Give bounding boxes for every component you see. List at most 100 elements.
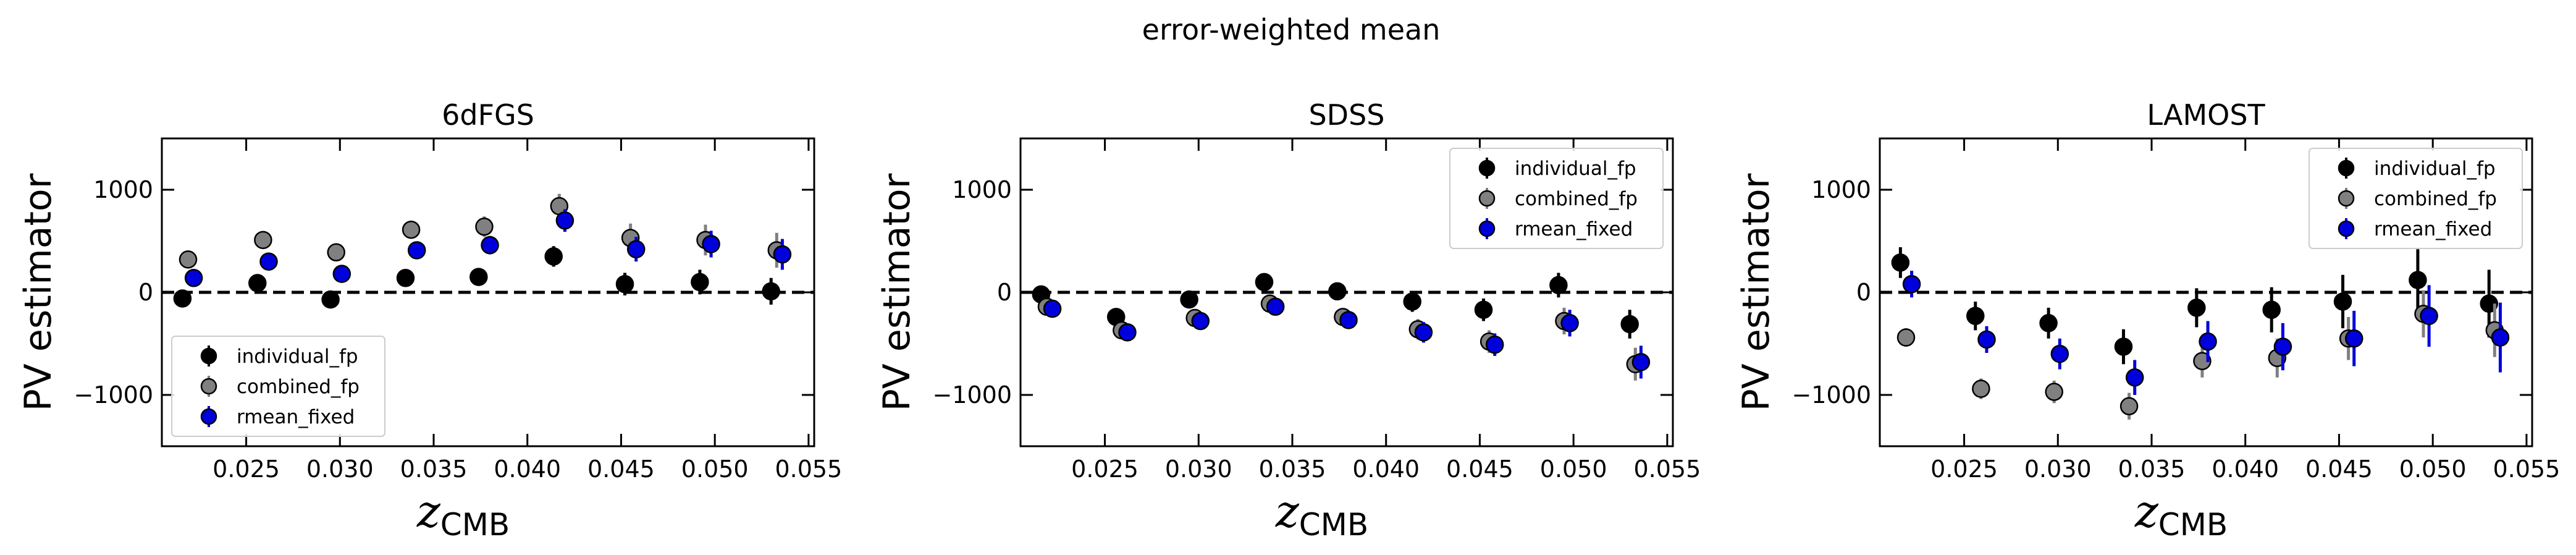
x-tick-label: 0.025: [213, 455, 280, 483]
data-point: [2114, 337, 2133, 356]
panel-sdss: SDSS 0.025 0.030 0.035 0.040 0.045 0.050 0.055 1…: [875, 98, 1701, 543]
series-individual_fp: [173, 246, 780, 309]
panel-title: LAMOST: [2147, 98, 2265, 132]
x-tick-label: 0.040: [2212, 455, 2279, 483]
data-point: [626, 240, 646, 259]
data-point: [254, 231, 272, 250]
legend-marker: [1478, 159, 1496, 177]
data-point: [762, 282, 780, 301]
x-tick-label: 0.035: [1259, 455, 1326, 483]
data-point: [1266, 297, 1285, 316]
data-point: [1560, 314, 1579, 333]
legend-marker: [200, 408, 217, 425]
data-point: [402, 220, 421, 239]
y-axis-label: PV estimator: [875, 173, 919, 411]
legend: individual_fp combined_fp rmean_fixed: [171, 336, 385, 437]
data-point: [327, 243, 345, 262]
x-tick-label: 0.045: [2305, 455, 2373, 483]
legend-label: rmean_fixed: [1515, 218, 1633, 240]
y-axis-label: PV estimator: [17, 173, 60, 411]
legend-marker: [2338, 159, 2355, 177]
data-point: [1620, 315, 1639, 334]
data-point: [2491, 328, 2510, 347]
x-tick-label: 0.030: [1165, 455, 1232, 483]
x-axis-label-z: z: [2134, 485, 2159, 537]
y-tick-label: −1000: [74, 381, 153, 409]
legend-label: individual_fp: [2374, 158, 2496, 180]
series-rmean_fixed: [1043, 297, 1651, 379]
data-point: [1549, 276, 1568, 295]
panel-lamost: LAMOST 0.025 0.030 0.035 0.040 0.045 0.050 0.05…: [1735, 98, 2560, 543]
y-tick-label: 0: [138, 279, 153, 306]
legend-marker: [200, 347, 217, 365]
x-axis-label-sub: CMB: [2158, 507, 2228, 543]
x-tick-label: 0.050: [2399, 455, 2467, 483]
data-point: [1414, 323, 1433, 342]
data-point: [702, 235, 720, 253]
x-tick-label: 0.045: [587, 455, 655, 483]
x-axis-label-sub: CMB: [1299, 507, 1368, 543]
panels: 6dFGS 0.025 0.030 0.035 0.040 0.045 0.050 0.055…: [17, 98, 2560, 543]
data-point: [2050, 344, 2069, 363]
y-tick-label: −1000: [932, 381, 1012, 409]
data-point: [2187, 299, 2206, 317]
legend-frame: [1449, 148, 1664, 249]
data-point: [1191, 311, 1210, 331]
legend-marker: [1478, 190, 1496, 207]
data-point: [1403, 292, 1421, 311]
legend: individual_fp combined_fp rmean_fixed: [1449, 148, 1664, 249]
legend-entry: individual_fp: [2338, 158, 2496, 180]
y-tick-label: −1000: [1791, 381, 1871, 409]
data-point: [1118, 323, 1137, 342]
data-point: [1328, 282, 1347, 301]
series-combined_fp: [179, 193, 786, 269]
data-point: [1043, 299, 1062, 318]
panel-6dfgs: 6dFGS 0.025 0.030 0.035 0.040 0.045 0.050 0.055…: [17, 98, 842, 543]
x-tick-label: 0.025: [1071, 455, 1139, 483]
data-point: [2119, 397, 2139, 416]
data-point: [481, 235, 499, 255]
data-point: [1966, 307, 1985, 325]
x-tick-label: 0.055: [1633, 455, 1701, 483]
legend-label: rmean_fixed: [237, 406, 355, 428]
data-point: [407, 241, 426, 260]
panel-title: SDSS: [1308, 98, 1384, 132]
legend-label: rmean_fixed: [2374, 218, 2492, 240]
data-point: [2344, 329, 2363, 348]
legend-marker: [1478, 220, 1496, 237]
series-individual_fp: [1032, 273, 1639, 339]
data-point: [555, 211, 575, 230]
data-point: [1972, 379, 1990, 398]
x-tick-label: 0.030: [2024, 455, 2092, 483]
data-point: [615, 274, 634, 294]
legend-label: combined_fp: [1515, 188, 1638, 210]
legend-frame: [171, 336, 385, 437]
data-point: [2125, 368, 2144, 387]
x-tick-label: 0.050: [681, 455, 749, 483]
data-point: [1339, 311, 1358, 329]
legend-frame: [2309, 148, 2523, 249]
data-point: [321, 290, 340, 309]
y-axis-label: PV estimator: [1735, 173, 1778, 411]
panel-title: 6dFGS: [442, 98, 534, 132]
x-tick-label: 0.025: [1930, 455, 1998, 483]
data-point: [691, 273, 709, 292]
data-point: [184, 269, 203, 287]
x-axis-label-sub: CMB: [440, 507, 510, 543]
legend-marker: [2338, 190, 2355, 207]
x-tick-label: 0.040: [494, 455, 561, 483]
data-point: [2333, 292, 2352, 311]
data-point: [179, 250, 198, 269]
y-tick-label: 1000: [93, 176, 153, 203]
legend-label: individual_fp: [237, 345, 358, 368]
data-point: [469, 268, 488, 286]
y-tick-label: 1000: [952, 176, 1012, 203]
data-point: [1485, 335, 1504, 354]
y-tick-label: 0: [1856, 279, 1871, 306]
series-rmean_fixed: [184, 209, 792, 287]
legend-entry: individual_fp: [1478, 158, 1636, 180]
series-rmean_fixed: [1902, 271, 2510, 395]
data-point: [2409, 271, 2427, 289]
data-point: [475, 218, 494, 236]
